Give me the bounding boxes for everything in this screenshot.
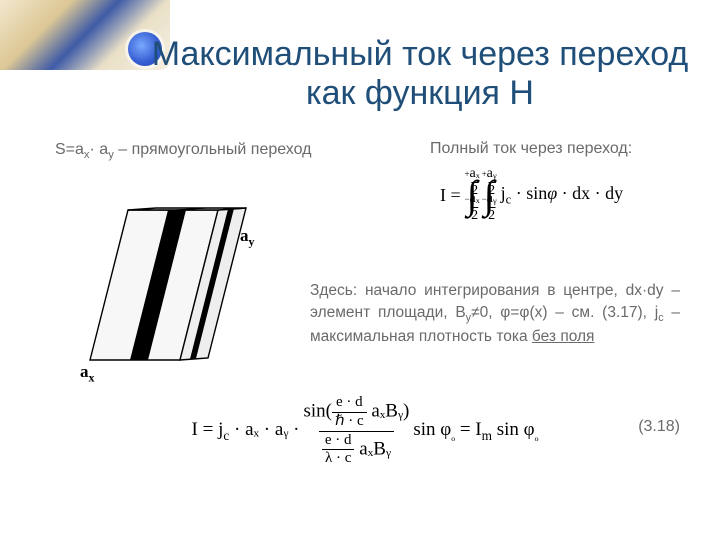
caption-text: S=a xyxy=(55,141,84,158)
a2: a xyxy=(99,141,108,158)
lead: I = jc · aₓ · aᵧ · xyxy=(192,419,300,444)
int-y: +aᵧ2 ∫ −aᵧ2 xyxy=(484,175,495,215)
main-formula: I = jc · aₓ · aᵧ · sin(e · dℏ · c aₓBᵧ) … xyxy=(120,395,610,467)
left-caption: S=ax· ay – прямоугольный переход xyxy=(55,140,335,162)
int-x: +aₓ2 ∫ −aₓ2 xyxy=(467,175,478,215)
explanation-text: Здесь: начало интегрирования в центре, d… xyxy=(310,280,680,348)
big-fraction: sin(e · dℏ · c aₓBᵧ) e · dλ · c aₓBᵧ xyxy=(300,395,412,467)
slide-title: Максимальный ток через переход как функц… xyxy=(150,35,690,113)
dot: · xyxy=(90,141,95,158)
corner-decorative-photo xyxy=(0,0,170,70)
tail: – прямоугольный переход xyxy=(114,141,312,158)
right-caption: Полный ток через переход: xyxy=(430,140,632,158)
label-ay: ay xyxy=(240,226,254,249)
equation-number: (3.18) xyxy=(638,418,680,436)
label-ax: ax xyxy=(80,362,94,385)
I-eq: I = xyxy=(440,185,461,206)
integrand: jc · sinφ · dx · dy xyxy=(501,183,624,208)
integral-formula: I = +aₓ2 ∫ −aₓ2 +aᵧ2 ∫ −aᵧ2 jc · sinφ · … xyxy=(440,175,670,215)
slab-figure: ay ax xyxy=(70,190,290,375)
sinphi0: sin φₒ = Im sin φₒ xyxy=(413,419,538,444)
slab-svg xyxy=(70,190,290,375)
